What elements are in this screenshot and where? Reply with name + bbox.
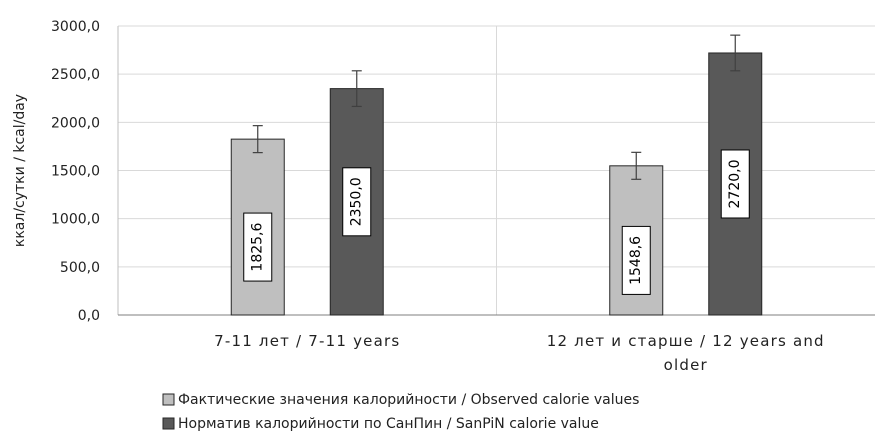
data-label-box <box>621 225 651 295</box>
y-tick-label: 1000,0 <box>51 212 100 228</box>
x-category-label: 12 лет и старше / 12 years and <box>547 332 825 350</box>
data-label: 1548,6 <box>628 236 644 285</box>
data-label: 1825,6 <box>250 222 266 271</box>
x-category-label: older <box>664 356 708 374</box>
legend-swatch <box>162 393 175 406</box>
legend-swatch <box>162 417 175 430</box>
y-tick-label: 2500,0 <box>51 67 100 83</box>
data-label-box <box>720 149 750 219</box>
y-tick-label: 0,0 <box>78 308 100 324</box>
data-label: 2720,0 <box>727 159 743 208</box>
data-label-box <box>243 212 273 282</box>
data-label-box <box>342 167 372 237</box>
legend-label: Норматив калорийности по СанПин / SanPiN… <box>178 416 599 432</box>
y-axis-label: ккал/сутки / kcal/day <box>12 94 28 247</box>
y-tick-label: 1500,0 <box>51 164 100 180</box>
y-tick-label: 500,0 <box>60 260 100 276</box>
data-label: 2350,0 <box>349 177 365 226</box>
y-tick-label: 3000,0 <box>51 19 100 35</box>
x-category-label: 7-11 лет / 7-11 years <box>214 332 400 350</box>
legend-label: Фактические значения калорийности / Obse… <box>178 392 639 408</box>
y-tick-label: 2000,0 <box>51 115 100 131</box>
